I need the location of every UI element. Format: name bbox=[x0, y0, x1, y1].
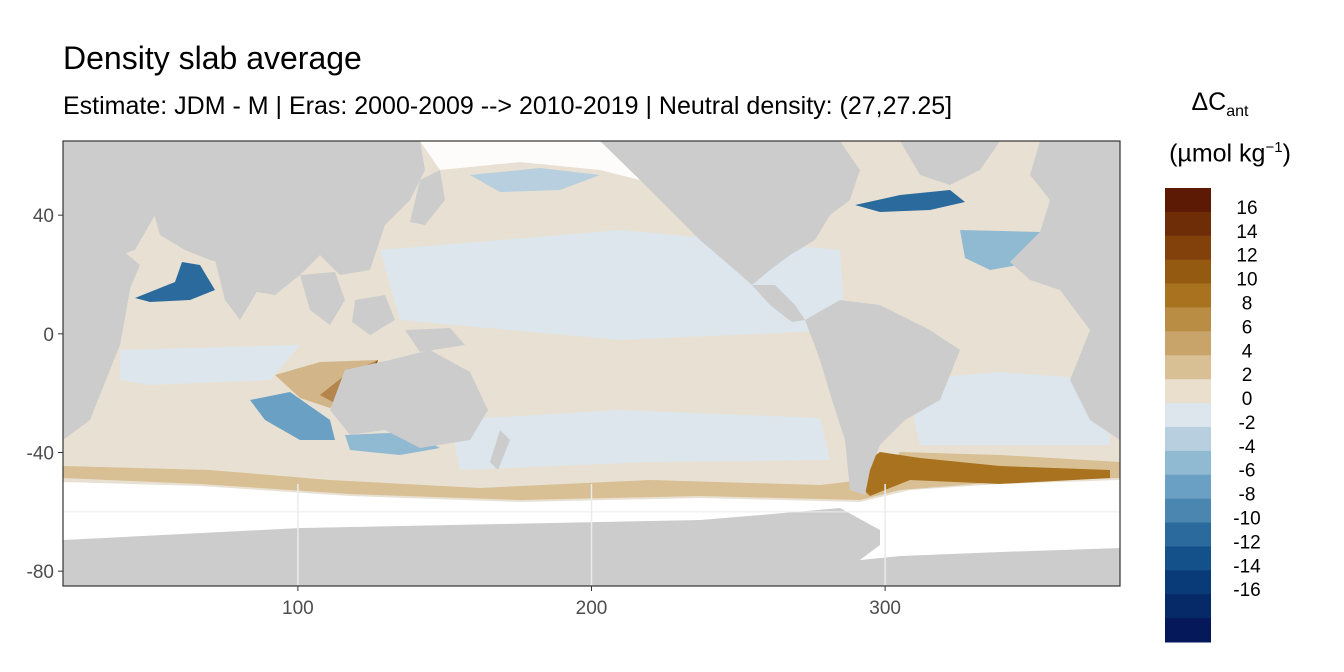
colorbar-label: 12 bbox=[1236, 246, 1257, 267]
colorbar-label: -2 bbox=[1239, 413, 1256, 434]
y-tick-label: -80 bbox=[27, 562, 54, 583]
colorbar-label: 2 bbox=[1242, 365, 1253, 386]
colorbar: 16 14 12 108 6 4 2 0 -2 -4 -6 -8 -10-12 -14 -16 bbox=[1165, 188, 1261, 643]
y-tick-label: 40 bbox=[33, 206, 54, 227]
colorbar-segment bbox=[1165, 474, 1211, 500]
anomaly-negative-south-atlantic bbox=[905, 372, 1110, 445]
land-se-asia bbox=[300, 272, 345, 325]
colorbar-segment bbox=[1165, 235, 1211, 261]
anomaly-negative-indian-central bbox=[120, 345, 300, 385]
anomaly-positive-drake-band bbox=[860, 452, 1110, 496]
legend-title-subscript: ant bbox=[1226, 103, 1249, 120]
colorbar-segment bbox=[1165, 331, 1211, 356]
anomaly-negative-south-pacific bbox=[450, 410, 830, 470]
colorbar-segment bbox=[1165, 450, 1211, 476]
colorbar-label: 10 bbox=[1236, 270, 1257, 291]
y-tick-label: 0 bbox=[43, 325, 54, 346]
colorbar-label: -4 bbox=[1239, 437, 1256, 458]
anomaly-negative-south-indian bbox=[250, 392, 335, 440]
colorbar-segment bbox=[1165, 618, 1211, 643]
colorbar-segment bbox=[1165, 188, 1211, 213]
colorbar-segment bbox=[1165, 259, 1211, 285]
land-central-america bbox=[752, 285, 805, 322]
plot-subtitle: Estimate: JDM - M | Eras: 2000-2009 --> … bbox=[63, 92, 953, 120]
anomaly-negative-north-pacific bbox=[470, 168, 600, 192]
land-india bbox=[215, 260, 258, 320]
legend-unit-prefix: (µmol kg bbox=[1169, 139, 1266, 168]
colorbar-label: 16 bbox=[1236, 198, 1257, 219]
anomaly-negative-arabian-sea bbox=[135, 262, 215, 302]
map-plot-area bbox=[62, 140, 1121, 587]
colorbar-segment bbox=[1165, 594, 1211, 619]
colorbar-label: -14 bbox=[1233, 556, 1261, 577]
colorbar-label: 8 bbox=[1242, 293, 1253, 314]
legend-unit-exponent: −1 bbox=[1265, 139, 1283, 156]
no-data-arctic-edge bbox=[420, 141, 640, 180]
colorbar-label: -6 bbox=[1239, 461, 1256, 482]
land-eurasia bbox=[130, 141, 425, 295]
y-axis: 40 0 -40 -80 bbox=[27, 206, 63, 583]
colorbar-label: 14 bbox=[1236, 222, 1258, 243]
land-japan bbox=[410, 170, 445, 225]
colorbar-segment bbox=[1165, 307, 1211, 332]
plot-title: Density slab average bbox=[63, 40, 362, 76]
anomaly-negative-north-atlantic bbox=[855, 190, 965, 212]
colorbar-segment bbox=[1165, 570, 1211, 595]
land-new-guinea bbox=[405, 328, 465, 352]
x-tick-label: 100 bbox=[282, 598, 314, 619]
colorbar-segment bbox=[1165, 498, 1211, 524]
colorbar-segment bbox=[1165, 379, 1211, 404]
grid-lines bbox=[63, 484, 1120, 586]
land-borneo bbox=[352, 295, 395, 335]
legend-title-symbol: ΔC bbox=[1191, 88, 1227, 116]
y-tick-label: -40 bbox=[27, 444, 54, 465]
colorbar-label: -16 bbox=[1233, 580, 1260, 601]
colorbar-segment bbox=[1165, 426, 1211, 452]
colorbar-label: 6 bbox=[1242, 317, 1253, 338]
colorbar-segment bbox=[1165, 355, 1211, 380]
colorbar-label: -10 bbox=[1233, 509, 1260, 530]
colorbar-segment bbox=[1165, 403, 1211, 428]
land-arabia bbox=[63, 230, 140, 300]
colorbar-label: 0 bbox=[1242, 389, 1253, 410]
land-new-zealand bbox=[490, 430, 510, 470]
colorbar-label: -8 bbox=[1239, 485, 1256, 506]
colorbar-segment bbox=[1165, 522, 1211, 547]
colorbar-label: -12 bbox=[1233, 532, 1260, 553]
land-north-america bbox=[600, 141, 860, 285]
legend-unit: (µmol kg−1) bbox=[1150, 140, 1310, 166]
land-greenland bbox=[900, 141, 1000, 185]
x-axis: 100 200 300 bbox=[282, 586, 901, 619]
colorbar-segment bbox=[1165, 546, 1211, 571]
colorbar-segment bbox=[1165, 283, 1211, 308]
land-south-america bbox=[805, 300, 960, 495]
x-tick-label: 200 bbox=[576, 598, 608, 619]
legend-title: ΔCant bbox=[1160, 90, 1280, 120]
x-tick-label: 300 bbox=[869, 598, 901, 619]
land-australia bbox=[330, 350, 488, 448]
land-europe-africa-east bbox=[1010, 141, 1120, 440]
land-masses bbox=[63, 141, 1120, 586]
legend-unit-suffix: ) bbox=[1282, 139, 1291, 168]
colorbar-label: 4 bbox=[1242, 341, 1253, 362]
colorbar-segment bbox=[1165, 211, 1211, 237]
